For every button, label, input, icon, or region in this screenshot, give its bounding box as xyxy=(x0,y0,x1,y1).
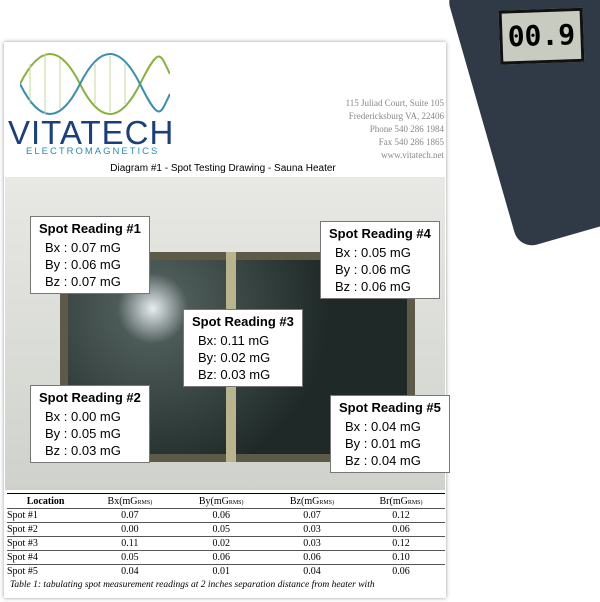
table-cell: 0.07 xyxy=(84,508,176,523)
spot-line: By : 0.06 mG xyxy=(45,257,121,272)
address-line: 115 Juliad Court, Suite 105 xyxy=(345,98,444,108)
header-text: Br(mG xyxy=(379,495,408,507)
spot-line: By: 0.02 mG xyxy=(198,350,271,365)
spot-line: By : 0.05 mG xyxy=(45,426,121,441)
spot-line: Bz: 0.03 mG xyxy=(198,367,271,382)
table-cell: Spot #4 xyxy=(7,550,85,565)
table-cell: 0.04 xyxy=(266,564,358,578)
table-cell: 0.05 xyxy=(84,550,176,565)
spot-reading: Spot Reading #4 Bx : 0.05 mG By : 0.06 mG B… xyxy=(320,221,440,299)
spot-reading: Spot Reading #3 Bx: 0.11 mG By: 0.02 mG Bz:… xyxy=(183,309,303,387)
header-cell: Bx(mGRMS) xyxy=(84,493,176,509)
logo-wave xyxy=(20,53,170,115)
table-cell: 0.12 xyxy=(357,536,445,551)
spot-reading: Spot Reading #2 Bx : 0.00 mG By : 0.05 mG B… xyxy=(30,385,150,463)
spot-title: Spot Reading #4 xyxy=(329,226,431,241)
header-cell: By(mGRMS) xyxy=(175,493,267,509)
spot-line: By : 0.01 mG xyxy=(345,436,421,451)
header-cell: Br(mGRMS) xyxy=(357,493,445,509)
table-cell: 0.03 xyxy=(266,536,358,551)
table-cell: 0.06 xyxy=(266,550,358,565)
table-cell: 0.03 xyxy=(266,522,358,537)
meter-display: 00.9 xyxy=(498,7,585,65)
table-cell: 0.02 xyxy=(175,536,267,551)
spot-line: Bz : 0.04 mG xyxy=(345,453,421,468)
address-line: Phone 540 286 1984 xyxy=(369,124,444,134)
spot-line: Bx : 0.07 mG xyxy=(45,240,121,255)
table-cell: 0.12 xyxy=(357,508,445,523)
table-cell: 0.06 xyxy=(175,508,267,523)
header-sub: RMS) xyxy=(228,499,244,506)
header-text: By(mG xyxy=(198,495,229,507)
spot-line: Bz : 0.03 mG xyxy=(45,443,121,458)
spot-reading: Spot Reading #5 Bx : 0.04 mG By : 0.01 mG B… xyxy=(330,395,450,473)
address-line: Fax 540 286 1865 xyxy=(378,137,444,147)
table-cell: 0.00 xyxy=(84,522,176,537)
gauss-meter: 00.9 xyxy=(445,0,600,250)
header-cell: Location xyxy=(7,493,85,509)
spot-title: Spot Reading #2 xyxy=(39,390,141,405)
table-cell: 0.05 xyxy=(175,522,267,537)
spot-reading: Spot Reading #1 Bx : 0.07 mG By : 0.06 mG B… xyxy=(30,216,150,294)
table-cell: Spot #5 xyxy=(7,564,85,578)
table-cell: 0.06 xyxy=(175,550,267,565)
address: 115 Juliad Court, Suite 105 Fredericksbur… xyxy=(346,97,444,162)
tagline: ELECTROMAGNETICS xyxy=(26,146,160,157)
table-caption: Table 1: tabulating spot measurement rea… xyxy=(10,580,375,590)
table-cell: 0.10 xyxy=(357,550,445,565)
table-row: Spot #3 0.11 0.02 0.03 0.12 xyxy=(7,536,445,551)
header-text: Bx(mG xyxy=(107,495,138,507)
header-sub: RMS) xyxy=(137,499,153,506)
spot-line: Bx : 0.00 mG xyxy=(45,409,121,424)
header-cell: Bz(mGRMS) xyxy=(266,493,358,509)
header-text: Bz(mG xyxy=(289,495,320,507)
table-cell: Spot #3 xyxy=(7,536,85,551)
table-cell: 0.07 xyxy=(266,508,358,523)
spot-line: Bx : 0.05 mG xyxy=(335,245,411,260)
readings-table: Location Bx(mGRMS) By(mGRMS) Bz(mGRMS) Br(mG… xyxy=(7,493,445,578)
table-row: Spot #2 0.00 0.05 0.03 0.06 xyxy=(7,522,445,537)
table-row: Spot #4 0.05 0.06 0.06 0.10 xyxy=(7,550,445,565)
table-cell: 0.11 xyxy=(84,536,176,551)
spot-line: Bz : 0.06 mG xyxy=(335,279,411,294)
spot-title: Spot Reading #1 xyxy=(39,221,141,236)
table-row: Spot #1 0.07 0.06 0.07 0.12 xyxy=(7,508,445,523)
spot-line: Bx: 0.11 mG xyxy=(198,333,270,348)
table-cell: 0.04 xyxy=(84,564,176,578)
address-line: www.vitatech.net xyxy=(381,150,444,160)
header-sub: RMS) xyxy=(407,499,423,506)
table-cell: 0.06 xyxy=(357,564,445,578)
table-cell: Spot #2 xyxy=(7,522,85,537)
spot-line: Bx : 0.04 mG xyxy=(345,419,421,434)
spot-title: Spot Reading #5 xyxy=(339,400,441,415)
diagram-title: Diagram #1 - Spot Testing Drawing - Saun… xyxy=(110,163,336,174)
spot-title: Spot Reading #3 xyxy=(192,314,294,329)
table-cell: 0.01 xyxy=(175,564,267,578)
header-text: Location xyxy=(26,495,65,507)
spot-line: By : 0.06 mG xyxy=(335,262,411,277)
table-cell: Spot #1 xyxy=(7,508,85,523)
spot-line: Bz : 0.07 mG xyxy=(45,274,121,289)
table-row: Spot #5 0.04 0.01 0.04 0.06 xyxy=(7,564,445,578)
brand: VITATECH xyxy=(8,114,175,151)
address-line: Fredericksburg VA, 22406 xyxy=(348,111,444,121)
table-cell: 0.06 xyxy=(357,522,445,537)
header-sub: RMS) xyxy=(319,499,334,506)
